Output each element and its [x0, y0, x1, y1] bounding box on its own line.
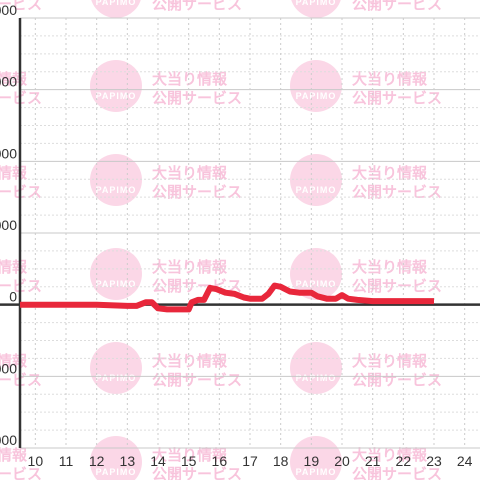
watermark-line1: 大当り情報 [352, 70, 428, 88]
x-tick-label: 13 [120, 453, 136, 469]
x-tick-label: 24 [457, 453, 473, 469]
series-layer [20, 282, 434, 313]
papimo-logo-icon [290, 60, 342, 112]
watermark-line2: 公開サービス [352, 371, 442, 389]
watermark-line1: 大当り情報 [352, 164, 428, 182]
x-tick-label: 16 [212, 453, 228, 469]
watermark-logo-text: PAPIMO [296, 279, 337, 289]
papimo-logo-icon [90, 248, 142, 300]
papimo-logo-icon [290, 154, 342, 206]
y-tick-label: 6,000 [0, 145, 17, 161]
papimo-logo-icon [90, 154, 142, 206]
watermark-line1: 大当り情報 [352, 446, 428, 464]
x-tick-label: 14 [150, 453, 166, 469]
watermark-logo-text: PAPIMO [296, 91, 337, 101]
watermark-logo-text: PAPIMO [296, 0, 337, 7]
x-tick-label: 23 [426, 453, 442, 469]
watermark-line2: 公開サービス [152, 371, 242, 389]
watermark-line1: 大当り情報 [152, 446, 228, 464]
y-tick-label: 0 [9, 289, 17, 305]
papimo-logo-icon [90, 342, 142, 394]
watermark-logo-text: PAPIMO [96, 467, 137, 477]
papimo-logo-icon [91, 0, 141, 18]
watermark-line2: 公開サービス [352, 183, 442, 201]
watermark-logo-text: PAPIMO [96, 0, 137, 7]
watermark-logo-text: PAPIMO [96, 185, 137, 195]
watermark-line1: 大当り情報 [0, 164, 28, 182]
watermark-line1: 大当り情報 [352, 258, 428, 276]
x-tick-label: 17 [242, 453, 258, 469]
watermark-line1: 大当り情報 [0, 446, 28, 464]
y-tick-label: -3,000 [0, 360, 17, 376]
x-tick-label: 18 [273, 453, 289, 469]
x-tick-label: 12 [89, 453, 105, 469]
y-tick-label: 12,000 [0, 2, 17, 18]
watermark-line2: 公開サービス [352, 89, 442, 107]
x-tick-label: 22 [396, 453, 412, 469]
watermark-line1: 大当り情報 [0, 258, 28, 276]
papimo-logo-icon [90, 436, 142, 480]
watermark-logo-text: PAPIMO [96, 279, 137, 289]
watermark-line1: 大当り情報 [152, 352, 228, 370]
papimo-logo-icon [290, 436, 342, 480]
papimo-logo-icon [290, 342, 342, 394]
watermark-line2: 公開サービス [0, 0, 42, 13]
watermark-logo-text: PAPIMO [296, 467, 337, 477]
label-layer: -6,000 -3,000 0 3,000 6,000 9,000 12,000 10 11 12… [0, 2, 473, 469]
watermark-line2: 公開サービス [152, 183, 242, 201]
y-tick-label: 9,000 [0, 74, 17, 90]
x-tick-label: 11 [59, 453, 74, 469]
watermark-line2: 公開サービス [0, 465, 42, 480]
y-tick-label: -6,000 [0, 432, 17, 448]
x-tick-label: 20 [334, 453, 350, 469]
watermark-logo-text: PAPIMO [96, 91, 137, 101]
watermark-logo-text: PAPIMO [96, 373, 137, 383]
watermark-line1: 大当り情報 [152, 258, 228, 276]
watermark-line2: 公開サービス [352, 465, 442, 480]
watermark-logo-text: PAPIMO [296, 373, 337, 383]
papimo-logo-icon [291, 0, 341, 18]
watermark-line1: 大当り情報 [352, 352, 428, 370]
watermark-line1: 大当り情報 [152, 70, 228, 88]
x-tick-label: 15 [181, 453, 197, 469]
watermark-line2: 公開サービス [352, 277, 442, 295]
papimo-logo-icon [90, 60, 142, 112]
x-tick-label: 19 [304, 453, 320, 469]
watermark-line2: 公開サービス [152, 0, 242, 13]
watermark-line2: 公開サービス [152, 465, 242, 480]
watermark-logo-text: PAPIMO [296, 185, 337, 195]
x-tick-label: 10 [28, 453, 44, 469]
watermark-line2: 公開サービス [152, 89, 242, 107]
x-tick-label: 21 [365, 453, 381, 469]
series-line [20, 282, 434, 313]
watermark-line1: 大当り情報 [152, 164, 228, 182]
watermark-line2: 公開サービス [352, 0, 442, 13]
y-tick-label: 3,000 [0, 217, 17, 233]
